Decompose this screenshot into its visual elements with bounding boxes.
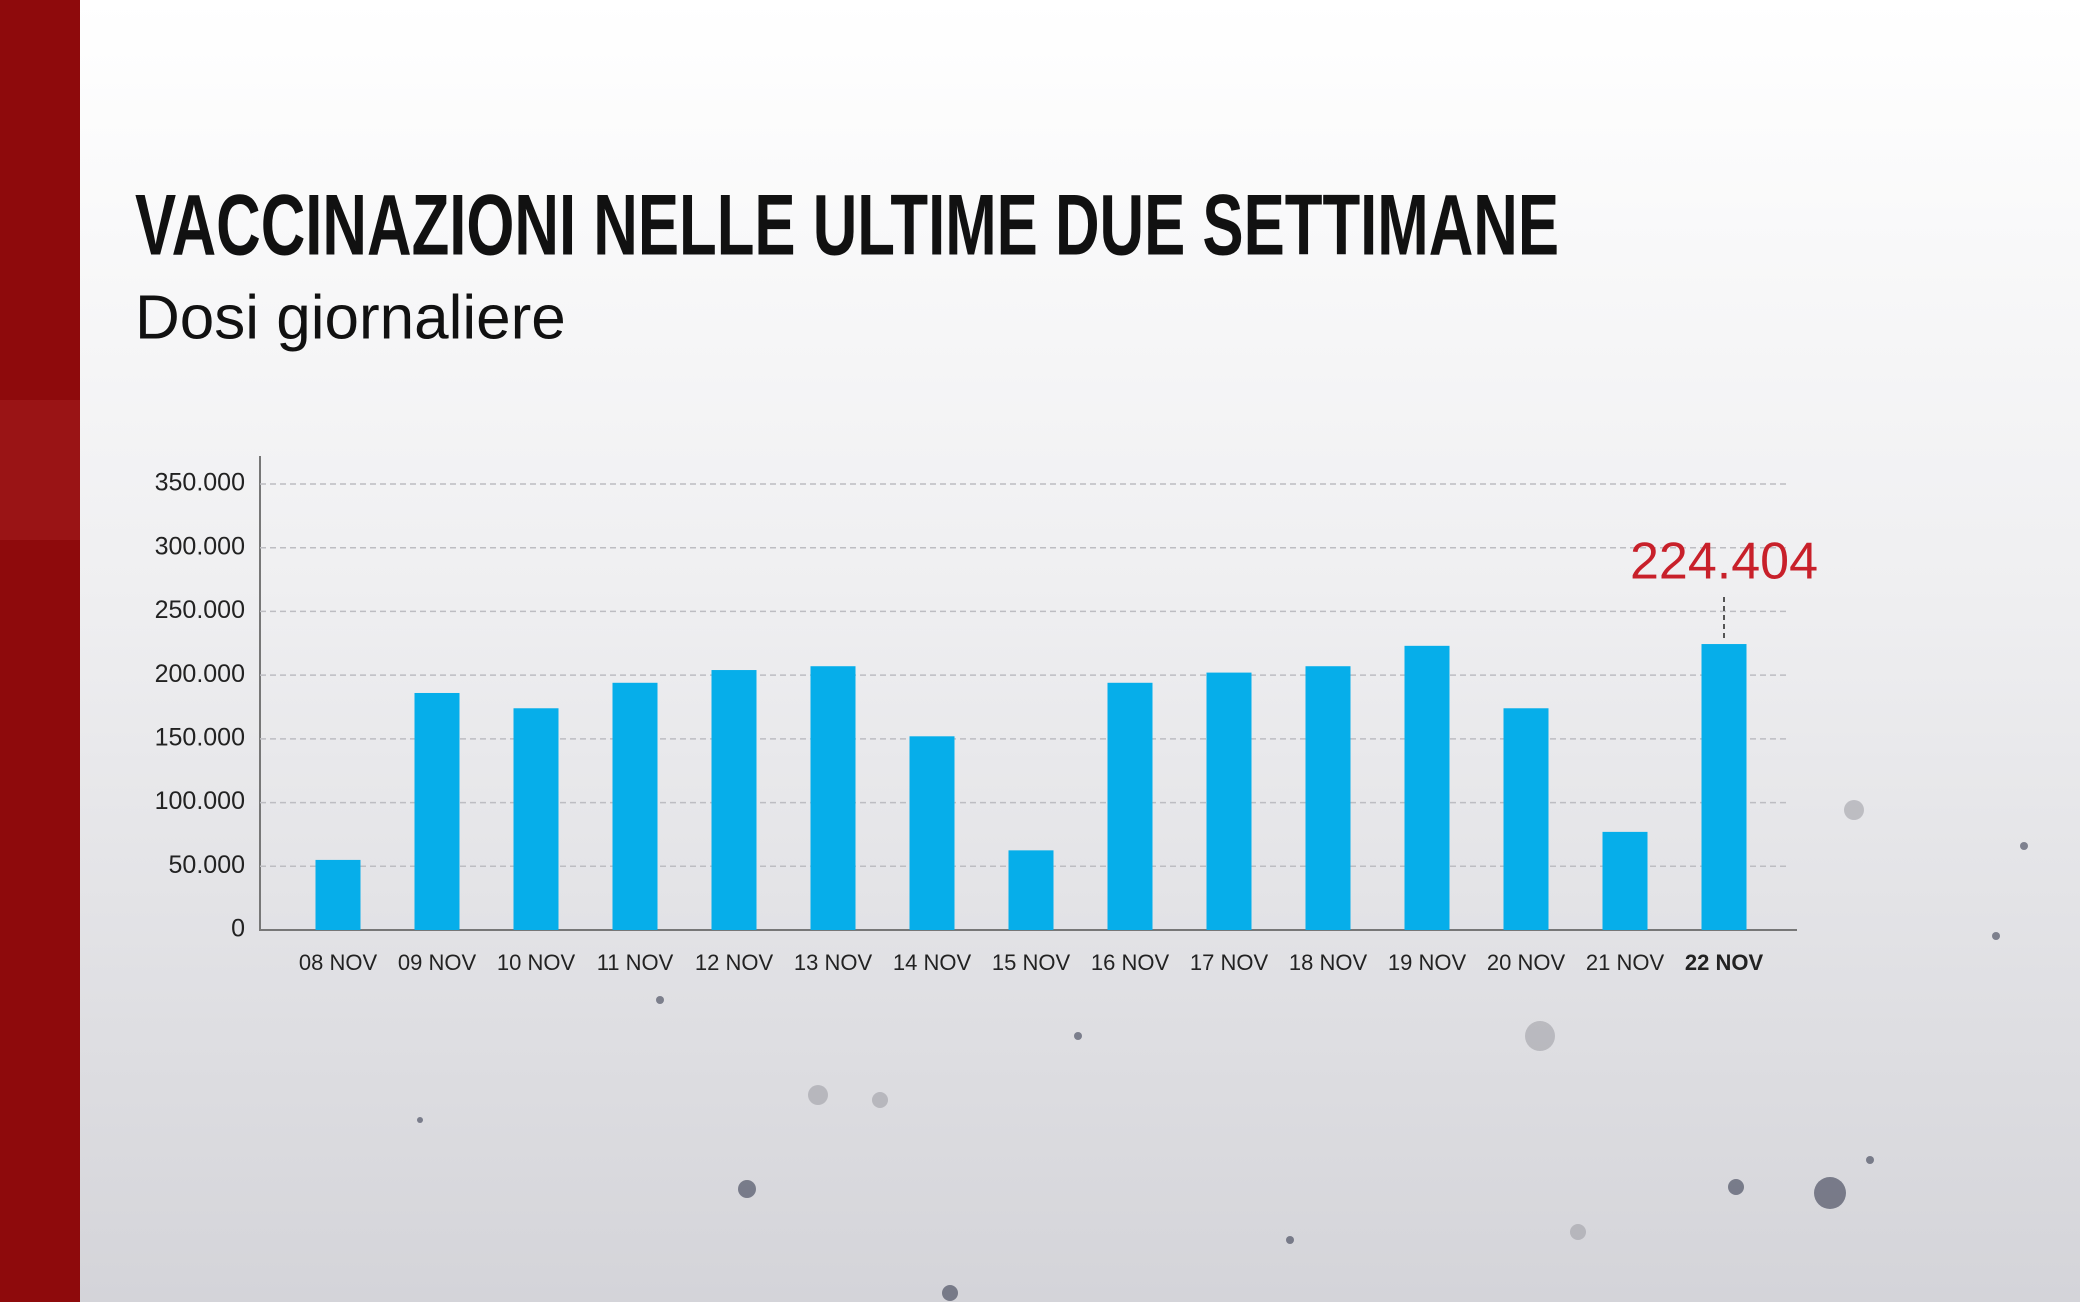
- x-tick-label: 18 NOV: [1289, 950, 1368, 975]
- bar: [1305, 666, 1351, 930]
- x-tick-label: 12 NOV: [695, 950, 774, 975]
- side-strip-shade: [0, 400, 80, 540]
- bar: [414, 692, 460, 930]
- x-tick-label: 13 NOV: [794, 950, 873, 975]
- x-tick-label: 20 NOV: [1487, 950, 1566, 975]
- x-tick-label: 19 NOV: [1388, 950, 1467, 975]
- bar: [1701, 644, 1747, 930]
- bar: [1206, 672, 1252, 930]
- bar: [711, 670, 757, 930]
- bar: [810, 666, 856, 930]
- decor-dots: [417, 800, 2028, 1301]
- chart-subtitle: Dosi giornaliere: [135, 283, 566, 352]
- y-tick-label: 0: [231, 915, 245, 943]
- y-tick-label: 300.000: [155, 532, 245, 560]
- bar: [909, 736, 955, 930]
- x-tick-label: 08 NOV: [299, 950, 378, 975]
- x-tick-label: 14 NOV: [893, 950, 972, 975]
- value-label: 224.404: [1630, 533, 1818, 591]
- bar: [1008, 850, 1054, 930]
- bar: [315, 859, 361, 930]
- y-tick-label: 350.000: [155, 469, 245, 497]
- side-strip: [0, 0, 80, 1302]
- x-tick-label: 15 NOV: [992, 950, 1071, 975]
- x-tick-label: 09 NOV: [398, 950, 477, 975]
- y-tick-label: 150.000: [155, 723, 245, 751]
- x-tick-label: 17 NOV: [1190, 950, 1269, 975]
- x-tick-label: 22 NOV: [1685, 950, 1764, 975]
- y-tick-label: 100.000: [155, 787, 245, 815]
- x-tick-label: 10 NOV: [497, 950, 576, 975]
- y-tick-label: 50.000: [169, 851, 245, 879]
- bar: [1107, 682, 1153, 930]
- y-tick-label: 200.000: [155, 660, 245, 688]
- bar: [1503, 708, 1549, 930]
- bar: [513, 708, 559, 930]
- bar: [1404, 645, 1450, 930]
- bar: [1602, 831, 1648, 930]
- chart-title: VACCINAZIONI NELLE ULTIME DUE SETTIMANE: [135, 178, 1559, 274]
- x-tick-label: 11 NOV: [597, 950, 674, 975]
- bar: [612, 682, 658, 930]
- x-tick-label: 21 NOV: [1586, 950, 1665, 975]
- y-tick-label: 250.000: [155, 596, 245, 624]
- x-tick-label: 16 NOV: [1091, 950, 1170, 975]
